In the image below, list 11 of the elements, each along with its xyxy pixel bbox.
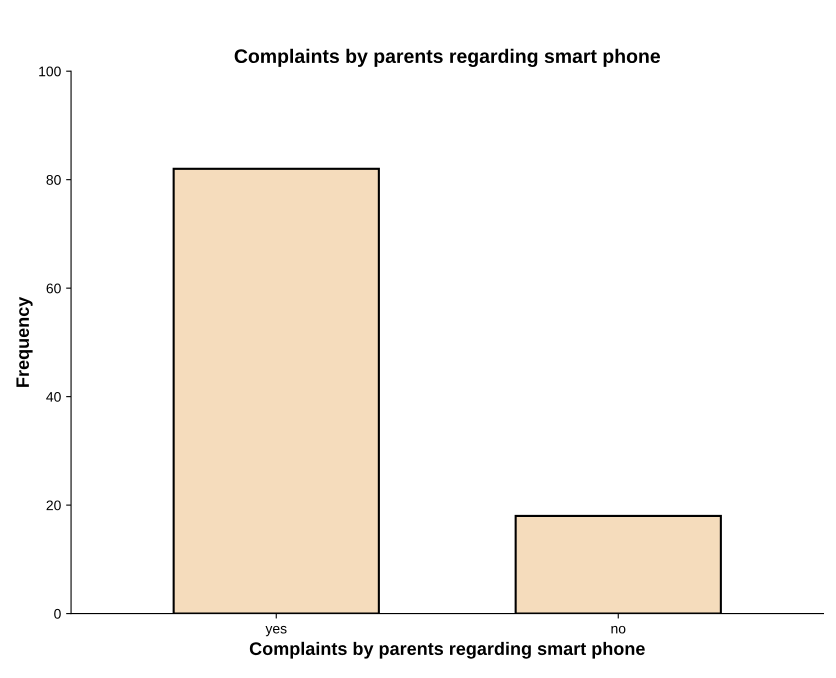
x-axis-title: Complaints by parents regarding smart phone [250,642,645,659]
y-tick-label: 40 [46,392,61,402]
x-tick-label: no [611,626,626,634]
y-tick-label: 80 [46,175,61,185]
y-tick-label: 0 [54,608,61,619]
y-axis-title: Frequency [16,296,33,387]
x-tick-label: yes [265,626,287,636]
y-tick-label: 20 [46,500,61,510]
y-tick-label: 60 [46,283,61,294]
y-tick-label: 100 [39,66,61,76]
chart-title: Complaints by parents regarding smart phone [234,48,660,67]
